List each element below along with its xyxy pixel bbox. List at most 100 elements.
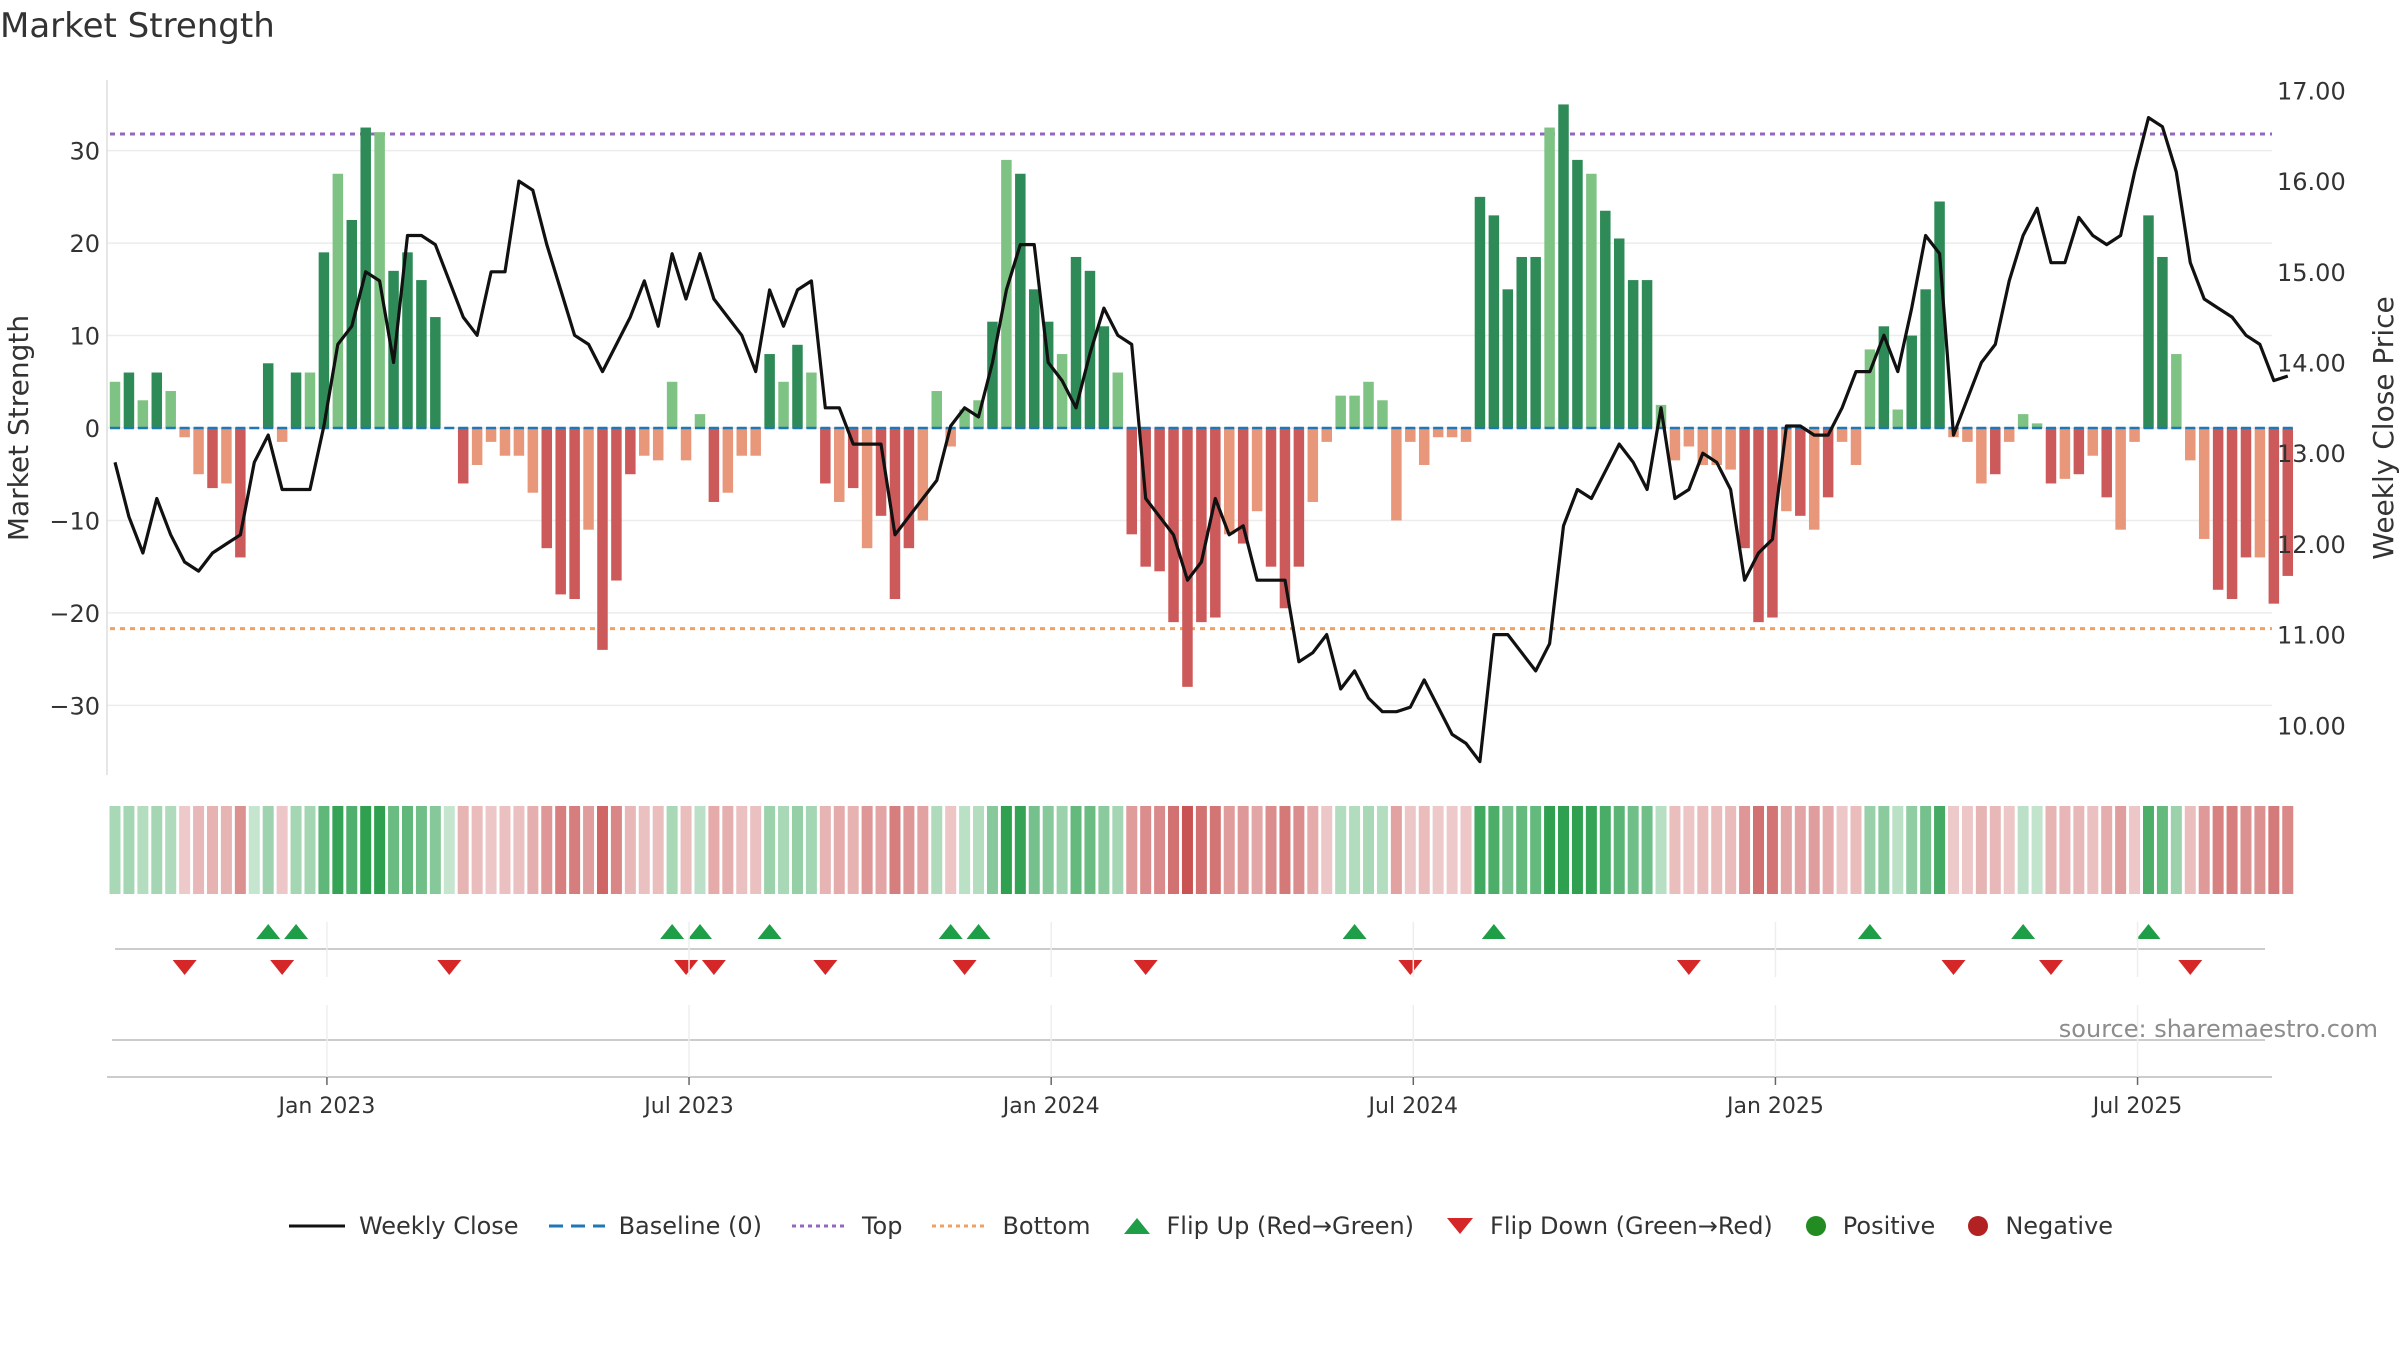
flip-up-marker [1857, 924, 1882, 939]
positive-bar [1864, 349, 1876, 428]
y-right-tick-label: 15.00 [2277, 259, 2346, 287]
legend-weekly-close[interactable]: Weekly Close [287, 1212, 519, 1240]
heat-cell [569, 806, 581, 894]
heat-cell [1279, 806, 1291, 894]
negative-bar [736, 428, 748, 456]
positive-bar [1627, 280, 1639, 428]
heat-cell [1028, 806, 1040, 894]
legend-baseline[interactable]: Baseline (0) [547, 1212, 762, 1240]
legend: Weekly Close Baseline (0) Top Bottom Fli… [0, 1198, 2400, 1254]
negative-bar [2240, 428, 2252, 558]
flip-down-marker [437, 960, 462, 975]
heat-cell [2087, 806, 2099, 894]
negative-bar [750, 428, 761, 456]
negative-bar [847, 428, 859, 489]
heat-cell [1349, 806, 1361, 894]
flip-down-marker [701, 960, 726, 975]
heat-cell [179, 806, 191, 894]
positive-bar [1349, 395, 1360, 428]
y-right-axis-label: Weekly Close Price [2367, 296, 2400, 559]
heat-cell [1599, 806, 1611, 894]
heat-cell [1864, 806, 1876, 894]
heat-cell [290, 806, 302, 894]
legend-negative[interactable]: Negative [1963, 1212, 2113, 1240]
positive-bar [666, 381, 678, 428]
negative-bar [207, 428, 218, 489]
heat-cell [2268, 806, 2280, 894]
legend-flip-up[interactable]: Flip Up (Red→Green) [1119, 1212, 1414, 1240]
heat-cell [1780, 806, 1792, 894]
positive-bar [1028, 289, 1040, 428]
heat-cell [1766, 806, 1778, 894]
negative-bar [611, 428, 622, 581]
positive-bar [1363, 381, 1374, 428]
legend-label: Baseline (0) [618, 1212, 762, 1240]
heat-cell [2045, 806, 2057, 894]
positive-bar [1530, 256, 1541, 428]
negative-bar [1781, 428, 1792, 512]
legend-top[interactable]: Top [790, 1212, 902, 1240]
triangle-up-icon [1123, 1218, 1150, 1234]
positive-bar [1572, 159, 1583, 428]
y-right-tick-label: 14.00 [2277, 350, 2346, 378]
heat-cell [429, 806, 441, 894]
heat-cell [2184, 806, 2196, 894]
heat-cell [499, 806, 511, 894]
heat-cell [2031, 806, 2043, 894]
flip-up-marker [938, 924, 963, 939]
heat-cell [1181, 806, 1193, 894]
negative-bar [903, 428, 915, 549]
negative-bar [1669, 428, 1681, 461]
heat-cell [1000, 806, 1012, 894]
heat-cell [1641, 806, 1653, 894]
heat-cell [1460, 806, 1472, 894]
negative-bar [2254, 428, 2266, 558]
heat-cell [1836, 806, 1848, 894]
negative-bar [861, 428, 873, 549]
heat-cell [1906, 806, 1918, 894]
negative-bar [1210, 428, 1221, 618]
negative-bar [1976, 428, 1987, 484]
negative-bar [1739, 428, 1750, 549]
flip-down-marker [2038, 960, 2063, 975]
heat-cell [610, 806, 622, 894]
legend-positive[interactable]: Positive [1801, 1212, 1935, 1240]
y-left-tick-label: −10 [49, 507, 100, 535]
x-tick-label: Jan 2024 [1001, 1094, 1100, 1119]
negative-bar [639, 428, 650, 456]
y-left-tick-label: 20 [69, 230, 100, 258]
heat-cell [1251, 806, 1263, 894]
negative-bar [1697, 428, 1709, 465]
heat-cell [722, 806, 734, 894]
flip-down-marker [1133, 960, 1158, 975]
heat-cell [596, 806, 608, 894]
positive-bar [764, 354, 775, 428]
heat-cell [1613, 806, 1625, 894]
heat-cell [1140, 806, 1152, 894]
y-left-tick-label: 30 [69, 138, 100, 166]
heat-cell [1627, 806, 1639, 894]
heat-cell [2129, 806, 2141, 894]
negative-bar [2212, 428, 2224, 590]
positive-bar [987, 321, 998, 428]
positive-bar [1098, 326, 1110, 428]
negative-bar [1795, 428, 1806, 516]
negative-bar [2185, 428, 2196, 461]
heat-cell [1683, 806, 1695, 894]
heat-cell [1474, 806, 1486, 894]
flip-down-marker [1941, 960, 1966, 975]
heat-cell [1112, 806, 1124, 894]
positive-bar [806, 372, 817, 428]
legend-flip-down[interactable]: Flip Down (Green→Red) [1442, 1212, 1773, 1240]
heat-cell [931, 806, 943, 894]
heat-cell [1014, 806, 1026, 894]
negative-bar [1293, 428, 1305, 567]
flip-down-marker [270, 960, 295, 975]
heat-cell [680, 806, 692, 894]
legend-bottom[interactable]: Bottom [930, 1212, 1091, 1240]
heat-cell [2170, 806, 2182, 894]
positive-bar [1906, 335, 1917, 428]
heat-cell [1920, 806, 1932, 894]
positive-bar [2143, 215, 2154, 428]
heat-cell [1293, 806, 1305, 894]
